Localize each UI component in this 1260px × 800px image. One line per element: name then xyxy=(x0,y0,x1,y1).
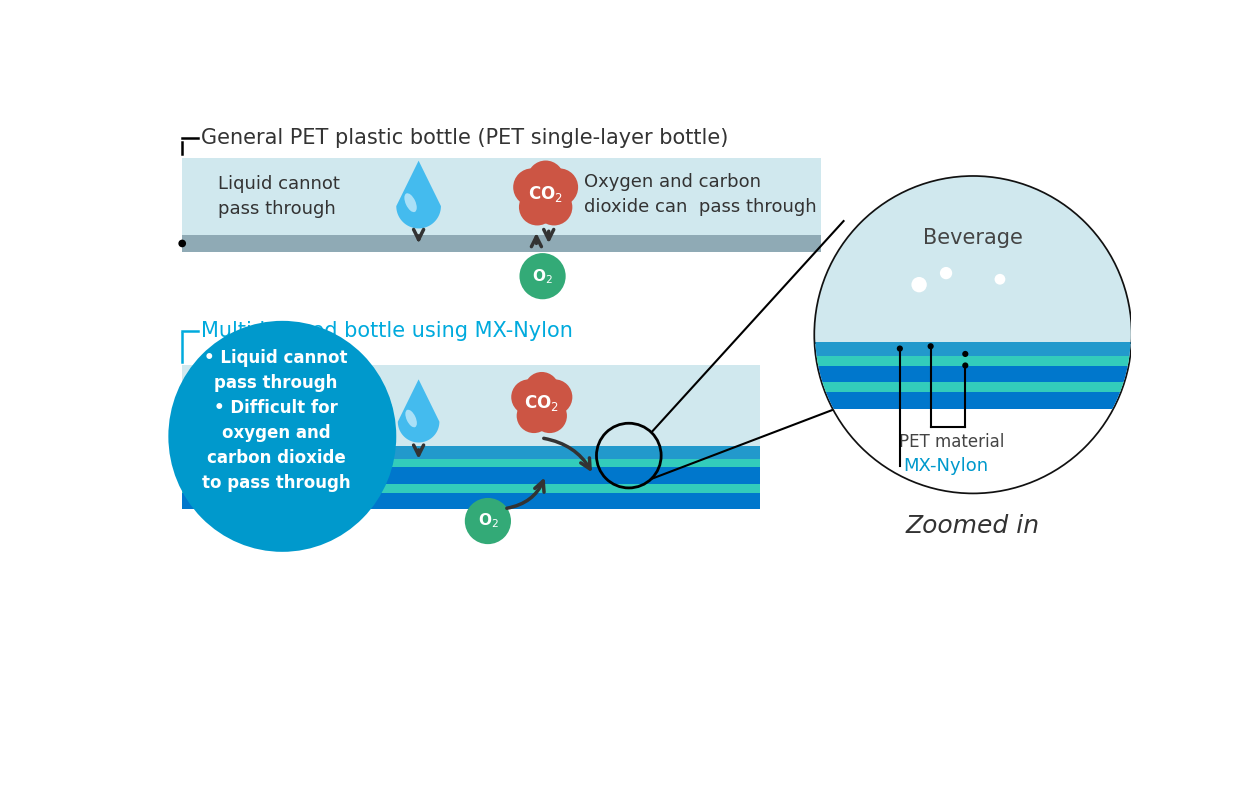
Text: O$_2$: O$_2$ xyxy=(532,267,553,286)
Text: Liquid cannot
pass through: Liquid cannot pass through xyxy=(218,174,340,218)
Circle shape xyxy=(519,168,572,221)
Circle shape xyxy=(519,253,566,299)
Ellipse shape xyxy=(169,321,396,552)
Text: Oxygen and carbon
dioxide can  pass through: Oxygen and carbon dioxide can pass throu… xyxy=(585,173,816,216)
Bar xyxy=(815,366,1131,382)
Circle shape xyxy=(927,343,934,350)
Bar xyxy=(183,467,760,484)
Circle shape xyxy=(513,168,551,206)
Text: PET material: PET material xyxy=(900,434,1004,451)
Circle shape xyxy=(911,277,927,292)
Circle shape xyxy=(179,240,186,247)
Text: CO$_2$: CO$_2$ xyxy=(528,184,563,204)
Text: CO$_2$: CO$_2$ xyxy=(524,394,559,414)
Circle shape xyxy=(536,189,572,226)
Circle shape xyxy=(179,474,186,481)
Text: MX-Nylon: MX-Nylon xyxy=(903,457,989,474)
Bar xyxy=(815,344,1131,493)
Ellipse shape xyxy=(404,194,417,212)
Text: • Liquid cannot
pass through
• Difficult for
oxygen and
carbon dioxide
to pass t: • Liquid cannot pass through • Difficult… xyxy=(202,350,350,493)
Bar xyxy=(815,356,1131,366)
Text: General PET plastic bottle (PET single-layer bottle): General PET plastic bottle (PET single-l… xyxy=(200,128,728,148)
Text: Beverage: Beverage xyxy=(924,229,1023,249)
Circle shape xyxy=(541,168,578,206)
Bar xyxy=(183,493,760,510)
Bar xyxy=(815,392,1131,409)
Circle shape xyxy=(517,379,567,429)
Circle shape xyxy=(528,161,564,197)
Ellipse shape xyxy=(406,410,417,427)
Bar xyxy=(183,484,760,493)
Polygon shape xyxy=(396,161,441,229)
Circle shape xyxy=(940,267,953,279)
Text: Zoomed in: Zoomed in xyxy=(906,514,1040,538)
Bar xyxy=(815,342,1131,356)
Circle shape xyxy=(963,351,969,357)
Circle shape xyxy=(897,346,903,352)
Bar xyxy=(183,446,760,458)
Polygon shape xyxy=(344,404,392,467)
Circle shape xyxy=(815,177,1131,493)
Circle shape xyxy=(517,398,551,433)
Circle shape xyxy=(533,398,567,433)
Bar xyxy=(183,366,760,446)
Circle shape xyxy=(512,379,547,415)
Bar xyxy=(183,458,760,467)
Circle shape xyxy=(519,189,556,226)
Circle shape xyxy=(465,498,512,544)
Text: Multi-layered bottle using MX-Nylon: Multi-layered bottle using MX-Nylon xyxy=(200,321,572,341)
Text: O$_2$: O$_2$ xyxy=(478,512,498,530)
Bar xyxy=(183,158,822,234)
Bar xyxy=(815,173,1131,342)
Bar xyxy=(183,234,822,252)
Polygon shape xyxy=(398,379,440,442)
Bar xyxy=(815,382,1131,392)
Circle shape xyxy=(963,362,969,369)
Circle shape xyxy=(524,372,559,406)
Circle shape xyxy=(994,274,1005,285)
Circle shape xyxy=(537,379,572,415)
